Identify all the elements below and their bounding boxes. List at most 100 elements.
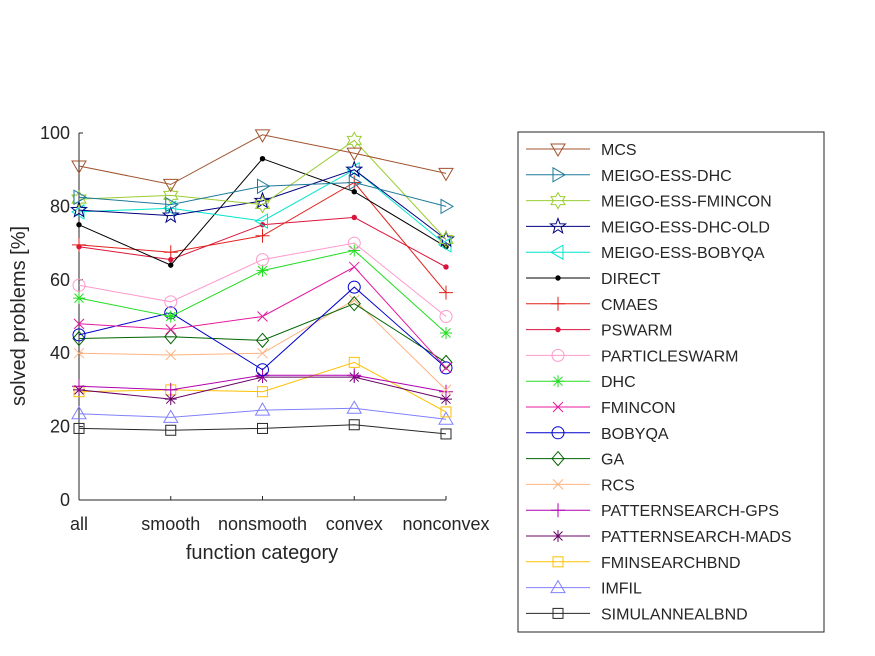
legend-label: MEIGO-ESS-FMINCON [601, 194, 772, 211]
data-point [439, 354, 453, 371]
legend-label: MEIGO-ESS-BOBYQA [601, 245, 765, 262]
data-point [346, 400, 363, 414]
legend-marker [555, 326, 561, 333]
legend-item: CMAES [526, 297, 658, 314]
data-point [347, 368, 362, 383]
data-point [254, 402, 271, 416]
series-line [78, 407, 447, 420]
data-point [257, 422, 268, 434]
data-point [162, 178, 179, 193]
legend-label: SIMULANNEALBND [601, 606, 748, 623]
legend-item: PATTERNSEARCH-GPS [526, 503, 779, 520]
data-point [69, 200, 89, 218]
x-tick-label: all [70, 514, 88, 534]
legend-label: FMINSEARCHBND [601, 555, 741, 572]
data-point [164, 295, 178, 309]
data-point [351, 214, 357, 221]
series-mcs [71, 129, 454, 193]
data-point [254, 129, 271, 143]
data-point [72, 278, 86, 292]
legend-item: FMINCON [526, 400, 676, 417]
legend-label: PATTERNSEARCH-GPS [601, 503, 779, 520]
data-point [438, 230, 454, 249]
y-tick-label: 100 [40, 123, 70, 143]
series-dhc [73, 244, 452, 340]
series-line [78, 181, 447, 207]
legend-marker [552, 530, 564, 542]
legend-item: RCS [526, 477, 635, 494]
series-particleswarm [72, 236, 453, 323]
x-axis-label: function category [186, 542, 338, 564]
series-meigo-ess-dhc [73, 174, 454, 215]
series-patternsearch-gps [72, 368, 453, 399]
legend-item: PSWARM [526, 323, 672, 340]
legend-marker [552, 401, 564, 413]
legend-item: PARTICLESWARM [526, 348, 739, 365]
series-meigo-ess-fmincon [71, 131, 454, 249]
series-ga [72, 295, 453, 371]
legend-item: GA [526, 450, 624, 469]
data-point [165, 323, 177, 335]
data-point [256, 363, 269, 377]
legend-label: DIRECT [601, 271, 661, 288]
legend-label: PSWARM [601, 323, 672, 340]
data-point [348, 294, 360, 306]
legend-label: BOBYQA [601, 426, 669, 443]
legend-marker [551, 426, 565, 440]
legend-label: MEIGO-ESS-DHC-OLD [601, 219, 770, 236]
legend-item: MEIGO-ESS-DHC-OLD [526, 216, 770, 236]
plot-area [69, 129, 456, 440]
data-point [73, 189, 87, 206]
legend-label: MCS [601, 142, 637, 159]
data-point [347, 280, 361, 294]
data-point [255, 332, 270, 349]
data-point [165, 196, 179, 213]
data-point [256, 253, 269, 267]
series-line [78, 361, 447, 413]
data-point [168, 262, 174, 268]
data-point [440, 362, 452, 374]
data-point [163, 245, 178, 260]
series-cmaes [72, 175, 453, 300]
data-point [256, 264, 269, 277]
data-point [440, 406, 452, 418]
data-point [71, 405, 87, 420]
data-point [165, 349, 177, 361]
legend-item: DIRECT [526, 271, 661, 288]
data-point [255, 228, 270, 243]
series-line [78, 303, 447, 363]
data-point [348, 261, 360, 273]
data-point [161, 206, 180, 224]
data-point [348, 174, 363, 191]
data-point [165, 424, 177, 436]
x-tick-label: nonsmooth [218, 514, 307, 534]
y-tick-label: 20 [50, 417, 70, 437]
y-tick-label: 60 [50, 270, 70, 290]
legend-item: MEIGO-ESS-DHC [526, 166, 732, 185]
series-simulannealbnd [73, 419, 452, 440]
legend-item: IMFIL [526, 579, 642, 598]
data-point [438, 411, 454, 425]
axes: 0 20 40 60 80 100 all smooth nonsmooth convex nonc… [40, 123, 490, 534]
data-point [72, 237, 86, 252]
data-point [439, 310, 453, 323]
data-point [351, 189, 357, 195]
legend-label: RCS [601, 477, 635, 494]
data-point [440, 428, 452, 440]
data-point [443, 264, 449, 270]
data-point [71, 190, 87, 209]
data-point [348, 419, 360, 431]
legend-label: PATTERNSEARCH-MADS [601, 529, 792, 546]
legend-marker [550, 244, 564, 261]
data-point [257, 311, 268, 322]
legend-label: CMAES [601, 297, 658, 314]
legend-item: PATTERNSEARCH-MADS [526, 529, 792, 546]
data-point [259, 155, 266, 162]
data-point [71, 160, 87, 175]
series-line [78, 134, 447, 185]
data-point [254, 195, 271, 214]
legend: MCS MEIGO-ESS-DHC MEIGO-ESS-FMINCON MEIGO-E… [517, 131, 825, 633]
data-point [163, 382, 178, 397]
data-point [438, 167, 454, 182]
